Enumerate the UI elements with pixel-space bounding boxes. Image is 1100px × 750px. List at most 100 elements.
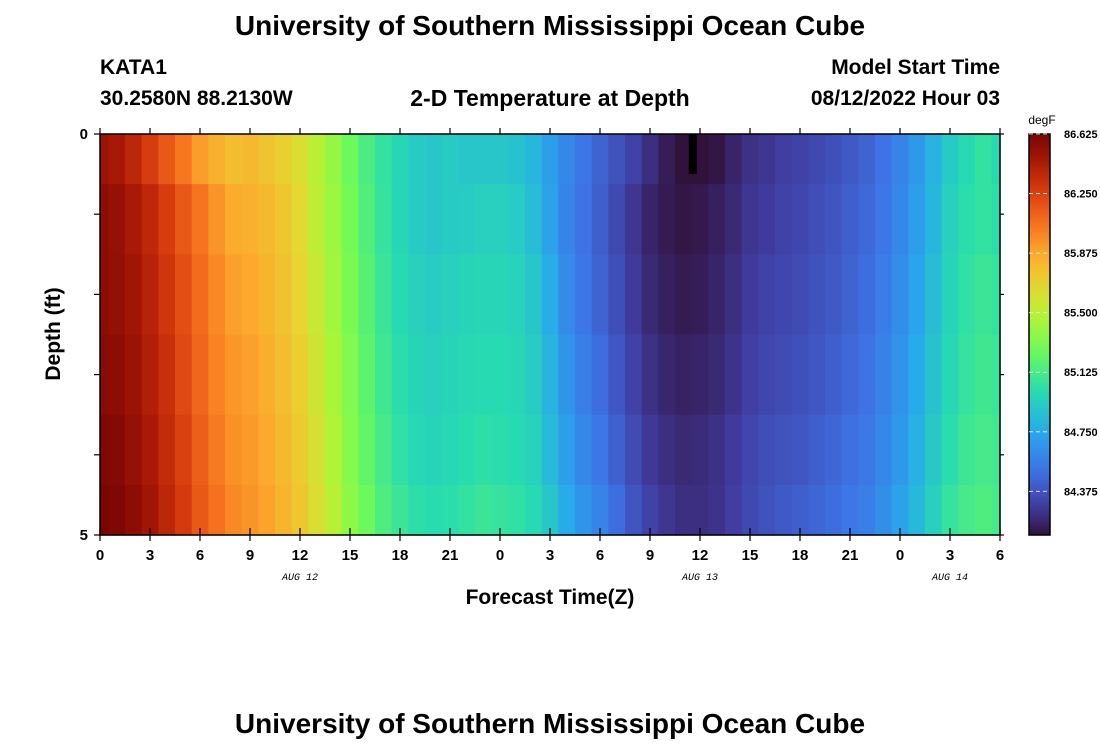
heatmap-cell xyxy=(841,254,859,336)
heatmap-cell xyxy=(291,134,309,185)
station-id: KATA1 xyxy=(100,56,167,79)
heatmap-cell xyxy=(925,414,943,486)
heatmap-cell xyxy=(758,134,776,185)
x-tick-label: 6 xyxy=(196,547,204,564)
heatmap-cell xyxy=(158,184,176,255)
x-tick-label: 21 xyxy=(442,547,459,564)
heatmap-cell xyxy=(675,184,693,255)
heatmap-cell xyxy=(625,484,643,536)
date-label: AUG 13 xyxy=(681,573,718,584)
heatmap-cell xyxy=(808,184,826,255)
x-tick-label: 6 xyxy=(996,547,1004,564)
heatmap-cell xyxy=(625,254,643,336)
heatmap-cell xyxy=(491,184,509,255)
heatmap-cell xyxy=(358,134,376,185)
heatmap-cell xyxy=(991,254,1001,336)
heatmap-cell xyxy=(741,414,759,486)
heatmap-cell xyxy=(725,254,743,336)
x-tick-label: 0 xyxy=(496,547,504,564)
heatmap-cell xyxy=(675,484,693,536)
heatmap-cell xyxy=(991,134,1001,185)
heatmap-cell xyxy=(458,484,476,536)
colorbar-tick-label: 85.125 xyxy=(1064,367,1098,379)
heatmap-cell xyxy=(341,134,359,185)
heatmap-cell xyxy=(325,134,343,185)
heatmap-cell xyxy=(208,134,226,185)
heatmap-cell xyxy=(258,254,276,336)
heatmap-cell xyxy=(191,134,209,185)
heatmap-cell xyxy=(675,134,693,185)
heatmap-cell xyxy=(125,184,143,255)
heatmap-cell xyxy=(825,134,843,185)
heatmap-cell xyxy=(175,254,193,336)
heatmap-cell xyxy=(125,484,143,536)
heatmap-cell xyxy=(258,134,276,185)
colorbar-tick-label: 86.250 xyxy=(1064,189,1098,201)
heatmap-cell xyxy=(991,334,1001,416)
heatmap-cell xyxy=(925,254,943,336)
heatmap-cell xyxy=(291,334,309,416)
heatmap-cell xyxy=(658,254,676,336)
heatmap-cell xyxy=(658,184,676,255)
colorbar-tick-label: 84.750 xyxy=(1064,427,1098,439)
x-tick-label: 3 xyxy=(146,547,154,564)
heatmap-cell xyxy=(158,134,176,185)
heatmap-cell xyxy=(291,414,309,486)
heatmap-cell xyxy=(341,484,359,536)
heatmap-cell xyxy=(941,184,959,255)
heatmap-cell xyxy=(575,414,593,486)
heatmap-cell xyxy=(741,184,759,255)
heatmap-cell xyxy=(825,414,843,486)
heatmap-cell xyxy=(775,484,793,536)
heatmap-cell xyxy=(275,484,293,536)
heatmap-cell xyxy=(175,334,193,416)
heatmap-cell xyxy=(375,254,393,336)
heatmap-cell xyxy=(825,254,843,336)
heatmap-cell xyxy=(575,134,593,185)
heatmap-cell xyxy=(758,184,776,255)
heatmap-cell xyxy=(991,414,1001,486)
heatmap-cell xyxy=(308,184,326,255)
heatmap-cell xyxy=(308,334,326,416)
station-coords: 30.2580N 88.2130W xyxy=(100,87,293,110)
heatmap-cell xyxy=(291,184,309,255)
heatmap-cell xyxy=(491,484,509,536)
date-labels: AUG 12 AUG 13 AUG 14 xyxy=(281,573,968,584)
heatmap-cell xyxy=(775,184,793,255)
heatmap-cell xyxy=(558,134,576,185)
heatmap-cell xyxy=(608,484,626,536)
heatmap-cell xyxy=(591,254,609,336)
heatmap-cell xyxy=(541,334,559,416)
heatmap-cell xyxy=(891,484,909,536)
heatmap-cells xyxy=(100,134,1001,536)
heatmap-cell xyxy=(658,134,676,185)
heatmap-cell xyxy=(100,334,109,416)
heatmap-cell xyxy=(608,334,626,416)
heatmap-cell xyxy=(125,134,143,185)
heatmap-cell xyxy=(825,184,843,255)
heatmap-cell xyxy=(391,414,409,486)
heatmap-cell xyxy=(641,334,659,416)
heatmap-cell xyxy=(191,484,209,536)
heatmap-cell xyxy=(508,254,526,336)
heatmap-cell xyxy=(425,184,443,255)
heatmap-cell xyxy=(475,254,493,336)
heatmap-cell xyxy=(875,134,893,185)
heatmap-cell xyxy=(458,254,476,336)
plot-title: 2-D Temperature at Depth xyxy=(410,85,690,111)
x-tick-label: 9 xyxy=(646,547,654,564)
heatmap-cell xyxy=(725,484,743,536)
heatmap-cell xyxy=(858,334,876,416)
heatmap-cell xyxy=(808,134,826,185)
heatmap-cell xyxy=(458,184,476,255)
heatmap-cell xyxy=(458,414,476,486)
x-tick-label: 12 xyxy=(692,547,709,564)
heatmap-cell xyxy=(441,184,459,255)
heatmap-cell xyxy=(858,414,876,486)
heatmap-cell xyxy=(575,484,593,536)
heatmap-cell xyxy=(991,184,1001,255)
colorbar-unit: degF xyxy=(1028,113,1055,127)
heatmap-cell xyxy=(341,184,359,255)
heatmap-cell xyxy=(758,254,776,336)
